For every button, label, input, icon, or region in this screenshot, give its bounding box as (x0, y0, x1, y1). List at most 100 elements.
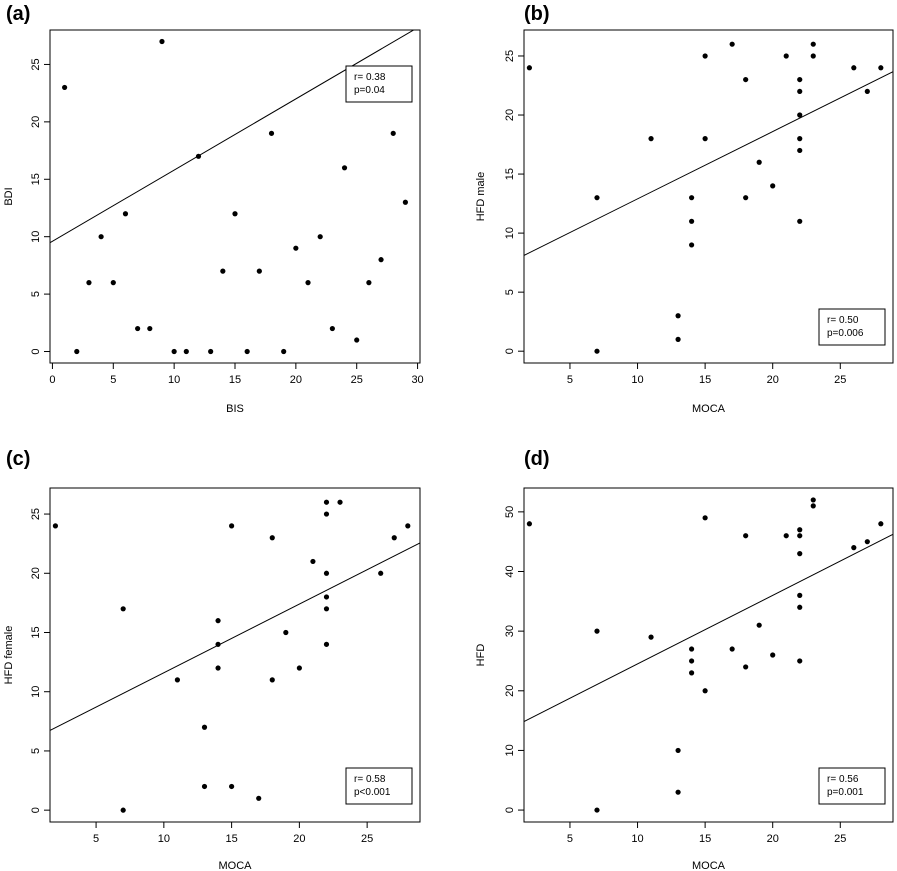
data-point (743, 76, 749, 83)
data-point (159, 38, 165, 45)
data-point (702, 688, 708, 694)
data-point (110, 280, 116, 286)
y-tick-label: 5 (30, 291, 42, 297)
y-tick-label: 10 (504, 227, 516, 239)
y-axis-title: HFD male (475, 172, 487, 222)
x-axis-title: BIS (226, 403, 244, 415)
data-point (62, 84, 68, 91)
data-point (648, 634, 654, 640)
data-point (797, 592, 803, 598)
data-point (689, 195, 695, 201)
data-point (201, 724, 208, 730)
data-point (675, 313, 681, 319)
data-point (797, 218, 803, 224)
data-point (878, 521, 884, 527)
x-tick-label: 15 (229, 374, 241, 386)
data-point (594, 348, 600, 354)
data-point (783, 53, 789, 59)
correlation-r-text: r= 0.38 (354, 72, 386, 83)
data-point (52, 523, 59, 529)
data-point (770, 652, 776, 658)
data-point (756, 159, 762, 165)
data-point (797, 551, 803, 557)
x-tick-label: 10 (158, 833, 170, 845)
x-tick-label: 15 (699, 833, 711, 845)
y-tick-label: 20 (504, 109, 516, 121)
data-point (232, 211, 238, 217)
y-tick-label: 10 (30, 231, 42, 243)
data-point (183, 348, 189, 355)
y-tick-label: 15 (30, 173, 42, 185)
data-point (323, 499, 330, 505)
y-tick-label: 0 (30, 807, 42, 813)
stats-annotation: r= 0.38 p=0.04 (345, 65, 413, 103)
p-value-text: p<0.001 (354, 787, 391, 798)
stats-annotation: r= 0.56 p=0.001 (818, 767, 886, 805)
data-point (354, 337, 360, 343)
data-point (851, 65, 857, 71)
stats-box (818, 767, 886, 805)
data-point (283, 629, 289, 636)
stats-annotation: r= 0.50 p=0.006 (818, 308, 886, 346)
x-tick-label: 20 (293, 833, 305, 845)
x-tick-label: 30 (411, 374, 423, 386)
data-point (594, 195, 600, 201)
data-point (98, 234, 104, 240)
stats-annotation: r= 0.58 p<0.001 (345, 767, 413, 805)
data-point (797, 147, 803, 154)
x-tick-label: 15 (699, 374, 711, 386)
x-tick-label: 10 (168, 374, 180, 386)
data-point (810, 41, 816, 47)
data-point (810, 503, 816, 509)
y-tick-label: 0 (30, 348, 42, 354)
p-value-text: p=0.006 (827, 328, 864, 339)
data-point (675, 747, 681, 754)
data-point (281, 348, 287, 355)
data-point (810, 497, 816, 503)
data-point (675, 336, 681, 342)
data-point (729, 646, 735, 652)
y-tick-label: 25 (504, 50, 516, 62)
y-tick-label: 5 (30, 748, 42, 754)
correlation-r-text: r= 0.50 (827, 315, 859, 326)
data-point (702, 515, 708, 521)
data-point (229, 523, 235, 529)
data-point (323, 570, 330, 576)
data-point (702, 136, 708, 142)
data-point (729, 41, 735, 47)
plot-frame (523, 487, 894, 823)
data-point (317, 234, 323, 240)
scatter-panel-3: (c) 5 10 15 20 25 0 5 10 15 20 25 MOCA HFD female r= 0… (3, 448, 421, 871)
data-point (797, 604, 803, 610)
data-point (293, 245, 299, 251)
regression-line (524, 533, 893, 723)
y-tick-label: 20 (30, 116, 42, 128)
y-tick-label: 0 (504, 807, 516, 813)
plot-frame (523, 29, 894, 364)
data-point (269, 677, 275, 683)
data-point (269, 535, 275, 541)
data-point (366, 280, 372, 286)
x-tick-label: 25 (834, 833, 846, 845)
x-tick-label: 5 (567, 374, 573, 386)
panel-label: (d) (524, 448, 550, 470)
data-point (244, 348, 250, 355)
data-point (797, 76, 803, 83)
x-tick-label: 20 (767, 833, 779, 845)
data-point (341, 165, 348, 171)
y-tick-label: 20 (504, 685, 516, 697)
data-point (797, 527, 803, 533)
data-point (594, 628, 600, 634)
data-point (810, 53, 816, 59)
data-point (268, 130, 275, 136)
data-point (878, 65, 884, 71)
data-point (743, 664, 749, 670)
stats-box (345, 767, 413, 805)
y-tick-label: 40 (504, 565, 516, 577)
plot-frame (49, 487, 421, 823)
scatter-panel-2: (b) 5 10 15 20 25 0 5 10 15 20 25 MOCA HFD male r= 0.5… (475, 3, 894, 415)
y-tick-label: 20 (30, 567, 42, 579)
scatter-panel-4: (d) 5 10 15 20 25 0 10 20 30 40 50 MOCA HFD r= 0.56 p=0… (475, 448, 894, 871)
data-point (310, 558, 316, 565)
data-point (689, 218, 695, 224)
